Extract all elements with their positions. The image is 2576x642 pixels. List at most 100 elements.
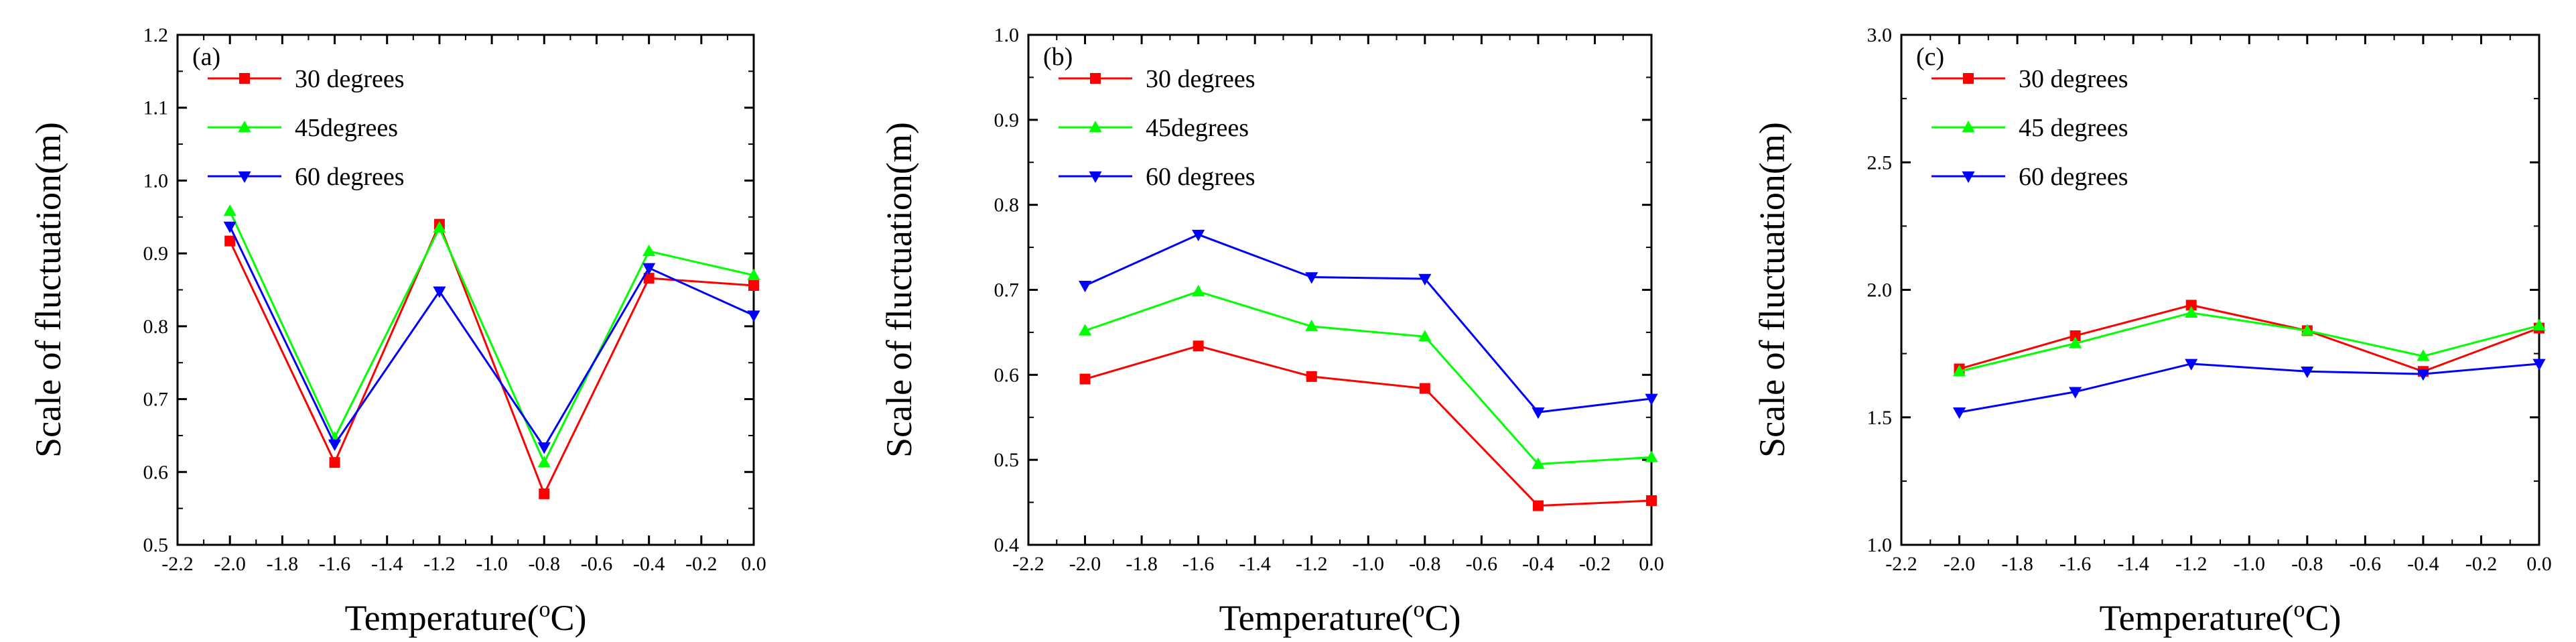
legend-label-3: 60 degrees bbox=[2019, 163, 2128, 191]
x-tick-label: -1.8 bbox=[2001, 553, 2033, 575]
data-point-series-2 bbox=[1952, 365, 1966, 377]
panel-label: (c) bbox=[1916, 43, 1944, 71]
series-line-3 bbox=[1959, 363, 2540, 413]
data-point-series-3 bbox=[328, 439, 342, 451]
y-tick-label: 0.4 bbox=[994, 534, 1020, 556]
y-tick-label: 0.5 bbox=[994, 449, 1020, 471]
x-tick-label: -1.8 bbox=[1126, 553, 1158, 575]
data-point-series-2 bbox=[1532, 457, 1545, 469]
x-tick-label: -2.0 bbox=[214, 553, 246, 575]
x-tick-label: -1.4 bbox=[2117, 553, 2149, 575]
x-tick-label: -0.4 bbox=[1522, 553, 1554, 575]
y-tick-label: 0.8 bbox=[143, 316, 169, 338]
data-point-series-1 bbox=[1193, 340, 1204, 352]
y-axis-title: Scale of fluctuation(m) bbox=[1752, 122, 1792, 458]
x-tick-label: -1.6 bbox=[2059, 553, 2092, 575]
y-tick-label: 1.2 bbox=[143, 24, 169, 46]
data-point-series-2 bbox=[1192, 285, 1205, 297]
x-tick-label: -0.8 bbox=[529, 553, 561, 575]
data-point-series-3 bbox=[1305, 272, 1318, 284]
x-axis-title-unit: C) bbox=[2305, 598, 2342, 638]
y-tick-label: 1.1 bbox=[143, 97, 169, 119]
data-point-series-1 bbox=[1532, 500, 1544, 511]
data-point-series-2 bbox=[2185, 306, 2198, 318]
data-point-series-1 bbox=[224, 235, 236, 247]
legend-marker-3 bbox=[1089, 171, 1102, 183]
y-tick-label: 0.5 bbox=[143, 534, 169, 556]
x-axis-title: Temperature(oC) bbox=[344, 597, 586, 638]
x-tick-label: -0.8 bbox=[2291, 553, 2323, 575]
x-tick-label: 0.0 bbox=[1639, 553, 1664, 575]
x-tick-label: -0.6 bbox=[2350, 553, 2382, 575]
x-tick-label: -1.6 bbox=[1182, 553, 1215, 575]
legend-label-3: 60 degrees bbox=[295, 163, 405, 191]
series-line-3 bbox=[228, 226, 754, 450]
y-tick-label: 0.7 bbox=[994, 279, 1020, 302]
x-tick-label: -2.2 bbox=[1885, 553, 1917, 575]
legend-marker-2 bbox=[238, 121, 251, 133]
y-tick-label: 2.0 bbox=[1867, 279, 1893, 302]
x-tick-label: -2.0 bbox=[1944, 553, 1976, 575]
legend-marker-3 bbox=[1962, 171, 1975, 183]
data-point-series-2 bbox=[642, 244, 656, 257]
data-point-series-2 bbox=[2301, 324, 2314, 336]
panel-label: (b) bbox=[1043, 43, 1073, 71]
data-point-series-3 bbox=[1952, 407, 1966, 420]
x-tick-label: -1.4 bbox=[371, 553, 403, 575]
data-point-series-1 bbox=[1079, 373, 1091, 385]
x-tick-label: -0.4 bbox=[2407, 553, 2439, 575]
legend-label-1: 30 degrees bbox=[1146, 65, 1256, 93]
x-tick-label: -1.2 bbox=[1296, 553, 1328, 575]
y-tick-label: 1.0 bbox=[1867, 534, 1893, 556]
panel-label: (a) bbox=[192, 43, 220, 71]
series-line-2 bbox=[1085, 290, 1652, 466]
data-point-series-3 bbox=[433, 286, 446, 298]
data-point-series-2 bbox=[2532, 318, 2546, 330]
x-axis-title-text: Temperature( bbox=[2099, 598, 2293, 638]
y-axis-title: Scale of fluctuation(m) bbox=[879, 122, 919, 458]
x-axis-title: Temperature(oC) bbox=[1219, 597, 1461, 638]
data-point-series-1 bbox=[539, 488, 550, 499]
y-axis-title: Scale of fluctuation(m) bbox=[28, 122, 68, 458]
data-point-series-3 bbox=[1192, 229, 1205, 242]
data-point-series-2 bbox=[1078, 324, 1092, 336]
data-point-series-2 bbox=[1418, 330, 1432, 342]
data-point-series-1 bbox=[1306, 371, 1317, 382]
chart-panel-3: -2.2 -2.0 -1.8 -1.6 -1.4 -1.2 -1.0 -0.8 -0.6 -0.4… bbox=[1752, 24, 2552, 638]
plot-frame bbox=[1900, 34, 2540, 546]
x-tick-label: -0.6 bbox=[1466, 553, 1498, 575]
data-point-series-1 bbox=[748, 279, 759, 291]
legend-marker-1 bbox=[1090, 73, 1101, 84]
x-axis-title: Temperature(oC) bbox=[2099, 597, 2341, 638]
data-point-series-3 bbox=[1078, 280, 1092, 293]
data-point-series-3 bbox=[1645, 393, 1658, 405]
x-tick-label: -1.0 bbox=[476, 553, 508, 575]
data-point-series-2 bbox=[2069, 336, 2082, 348]
x-tick-label: -1.8 bbox=[267, 553, 299, 575]
legend-marker-1 bbox=[1963, 73, 1974, 84]
x-tick-label: -1.0 bbox=[1353, 553, 1385, 575]
data-point-series-3 bbox=[1532, 407, 1545, 420]
y-tick-label: 2.5 bbox=[1867, 151, 1893, 174]
y-tick-label: 0.6 bbox=[994, 364, 1020, 386]
series-line-2 bbox=[228, 210, 754, 465]
legend-marker-2 bbox=[1089, 121, 1102, 133]
legend-label-1: 30 degrees bbox=[295, 65, 405, 93]
data-point-series-3 bbox=[2532, 359, 2546, 371]
data-point-series-2 bbox=[223, 204, 236, 216]
y-tick-label: 0.9 bbox=[994, 109, 1020, 131]
data-point-series-2 bbox=[747, 268, 760, 280]
legend-label-1: 30 degrees bbox=[2019, 65, 2128, 93]
legend-label-2: 45degrees bbox=[295, 114, 398, 142]
legend-label-3: 60 degrees bbox=[1146, 163, 1256, 191]
y-tick-label: 1.5 bbox=[1867, 407, 1893, 429]
data-point-series-2 bbox=[1645, 450, 1658, 462]
series-line-3 bbox=[1084, 233, 1652, 413]
y-tick-label: 0.6 bbox=[143, 461, 169, 483]
plot-frame bbox=[1027, 34, 1653, 546]
y-tick-label: 1.0 bbox=[994, 24, 1020, 46]
y-tick-label: 0.7 bbox=[143, 389, 169, 411]
legend-marker-3 bbox=[238, 171, 251, 183]
y-tick-label: 0.9 bbox=[143, 243, 169, 265]
data-point-series-1 bbox=[2185, 300, 2197, 311]
